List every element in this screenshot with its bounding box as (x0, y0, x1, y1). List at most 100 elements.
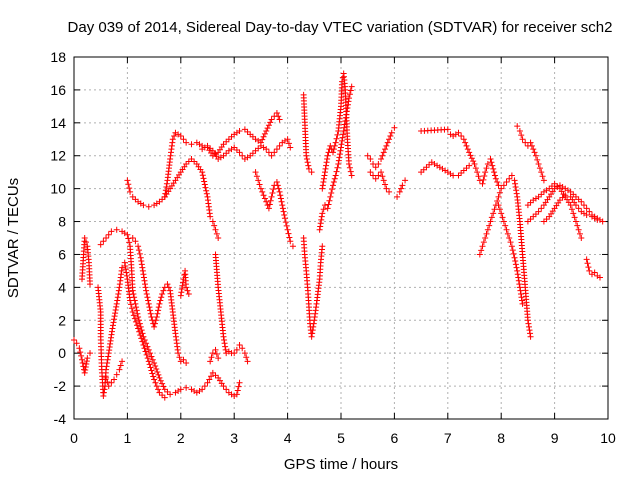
data-point (167, 391, 174, 398)
data-point (383, 142, 390, 149)
data-point (261, 195, 268, 202)
data-point (176, 354, 183, 361)
data-point (340, 128, 347, 135)
data-point (243, 354, 250, 361)
data-point (319, 210, 326, 217)
data-point (583, 211, 590, 218)
data-point (264, 125, 271, 132)
y-tick-label: 4 (58, 279, 66, 295)
data-point (82, 364, 89, 371)
data-point (471, 160, 478, 167)
data-point (514, 123, 521, 130)
data-point (130, 312, 137, 319)
data-point (236, 149, 243, 156)
data-point (346, 95, 353, 102)
data-point (303, 152, 310, 159)
data-point (123, 272, 130, 279)
data-point (496, 206, 503, 213)
data-point (76, 345, 83, 352)
data-point (108, 228, 115, 235)
data-point (596, 274, 603, 281)
data-point (136, 250, 143, 257)
data-point (324, 152, 331, 159)
data-point (347, 168, 354, 175)
data-point (337, 147, 344, 154)
data-point (87, 281, 94, 288)
data-point (180, 136, 187, 143)
data-point (504, 230, 511, 237)
data-point (154, 310, 161, 317)
data-point (527, 139, 534, 146)
data-point (153, 365, 160, 372)
data-point (491, 172, 498, 179)
data-point (575, 226, 582, 233)
data-point (161, 394, 168, 401)
data-point (580, 202, 587, 209)
data-point (114, 297, 121, 304)
data-point (273, 179, 280, 186)
data-point (287, 238, 294, 245)
data-point (536, 165, 543, 172)
data-point (398, 185, 405, 192)
data-point (143, 290, 150, 297)
data-point (309, 327, 316, 334)
data-point (462, 139, 469, 146)
data-point (328, 190, 335, 197)
data-point (157, 297, 164, 304)
data-point (276, 142, 283, 149)
data-point (528, 142, 535, 149)
data-point (79, 360, 86, 367)
data-point (150, 373, 157, 380)
data-point (103, 235, 110, 241)
data-point (519, 300, 526, 307)
data-point (142, 281, 149, 288)
data-point (113, 303, 120, 310)
data-point (221, 337, 228, 344)
data-point (154, 368, 161, 375)
data-point (121, 259, 128, 266)
data-point (455, 129, 462, 136)
data-point (482, 169, 489, 176)
data-point (234, 387, 241, 394)
data-point (402, 177, 409, 184)
data-point (101, 386, 108, 393)
data-point (508, 172, 515, 179)
data-point (323, 162, 330, 169)
data-point (207, 358, 214, 365)
data-point (108, 379, 115, 386)
data-point (515, 277, 522, 284)
data-point (103, 366, 110, 373)
data-point (276, 188, 283, 195)
y-tick-label: 0 (58, 345, 66, 361)
data-point (540, 177, 547, 184)
data-point (183, 139, 190, 146)
data-point (208, 354, 215, 361)
data-point (567, 202, 574, 209)
data-point (159, 380, 166, 387)
y-tick-label: 12 (50, 148, 66, 164)
data-point (185, 290, 192, 297)
data-point (255, 177, 262, 184)
data-point (330, 146, 337, 153)
data-point (206, 376, 213, 383)
data-point (177, 386, 184, 393)
data-point (275, 185, 282, 192)
data-point (105, 231, 112, 238)
data-point (512, 183, 519, 190)
data-point (273, 146, 280, 153)
data-point (480, 176, 487, 183)
data-point (484, 160, 491, 167)
data-point (222, 346, 229, 353)
data-point (386, 136, 393, 143)
data-point (135, 243, 142, 250)
data-point (515, 274, 522, 281)
data-point (599, 218, 606, 225)
data-point (380, 177, 387, 184)
data-point (488, 159, 495, 166)
data-point (112, 310, 119, 317)
data-point (513, 264, 520, 271)
data-point (207, 213, 214, 220)
data-point (133, 307, 140, 314)
data-point (140, 274, 147, 281)
y-tick-label: 8 (58, 214, 66, 230)
